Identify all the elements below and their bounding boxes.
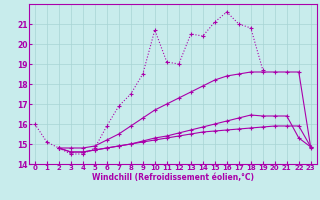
X-axis label: Windchill (Refroidissement éolien,°C): Windchill (Refroidissement éolien,°C) [92,173,254,182]
